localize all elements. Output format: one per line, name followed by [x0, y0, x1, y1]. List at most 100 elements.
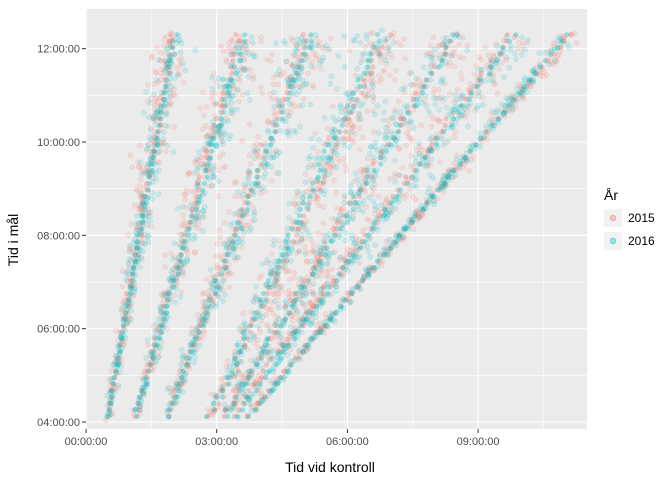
data-point	[381, 36, 388, 42]
data-point	[346, 258, 352, 264]
data-point	[271, 268, 277, 275]
data-point	[489, 122, 495, 128]
data-point	[296, 239, 303, 246]
data-point	[213, 290, 219, 297]
data-point	[139, 213, 146, 219]
data-point	[333, 164, 340, 171]
data-point	[125, 297, 132, 303]
data-point	[263, 148, 269, 154]
data-point	[257, 186, 264, 192]
data-point	[199, 291, 206, 297]
data-point	[255, 167, 261, 174]
data-point	[214, 282, 221, 289]
data-point	[240, 328, 247, 335]
data-point	[147, 95, 154, 102]
data-point	[276, 304, 282, 311]
data-point	[177, 49, 184, 56]
data-point	[125, 302, 132, 308]
data-point	[213, 100, 220, 107]
data-point	[255, 174, 261, 180]
data-point	[213, 116, 219, 122]
data-point	[211, 162, 218, 169]
data-point	[248, 309, 255, 315]
data-point	[270, 155, 276, 161]
data-point	[383, 57, 389, 64]
data-point	[107, 382, 114, 389]
data-point	[223, 405, 230, 412]
data-point	[177, 368, 183, 374]
data-point	[179, 355, 186, 361]
data-point	[265, 290, 271, 297]
data-point	[182, 191, 189, 198]
data-point	[345, 122, 351, 128]
data-point	[206, 142, 213, 148]
data-point	[157, 122, 163, 128]
data-point	[145, 187, 151, 193]
data-point	[216, 131, 223, 138]
data-point	[314, 193, 320, 199]
data-point	[257, 400, 263, 407]
data-point	[275, 265, 281, 271]
data-point	[134, 239, 140, 245]
data-point	[279, 341, 285, 347]
data-point	[227, 76, 234, 83]
data-point	[273, 318, 279, 324]
data-point	[250, 143, 257, 150]
data-point	[369, 81, 375, 87]
data-point	[108, 387, 114, 394]
data-point	[235, 98, 242, 105]
data-point	[161, 289, 168, 295]
data-point	[285, 336, 291, 342]
data-point	[371, 265, 377, 271]
data-point	[298, 57, 304, 64]
data-point	[292, 336, 298, 342]
data-point	[180, 245, 186, 251]
data-point	[288, 74, 295, 81]
data-point	[189, 206, 195, 212]
data-point	[308, 32, 314, 38]
data-point	[155, 191, 162, 197]
data-point	[282, 40, 289, 47]
data-point	[219, 387, 225, 394]
data-point	[296, 283, 303, 290]
data-point	[374, 46, 381, 52]
data-point	[106, 413, 112, 419]
data-point	[147, 127, 154, 133]
data-point	[125, 299, 132, 306]
data-point	[158, 57, 164, 64]
data-point	[293, 128, 299, 135]
data-point	[455, 109, 461, 115]
data-point	[140, 376, 147, 382]
data-point	[291, 201, 298, 208]
data-point	[516, 39, 522, 46]
data-point	[263, 305, 270, 311]
data-point	[196, 323, 202, 329]
data-point	[127, 281, 133, 288]
data-point	[171, 277, 177, 284]
data-point	[234, 219, 241, 225]
data-point	[360, 277, 366, 284]
data-point	[229, 77, 235, 83]
data-point	[249, 371, 255, 378]
data-point	[345, 135, 351, 142]
data-point	[299, 284, 305, 290]
data-point	[289, 303, 295, 309]
data-point	[404, 130, 410, 137]
data-point	[428, 61, 435, 68]
data-point	[127, 303, 133, 309]
data-point	[139, 194, 145, 201]
data-point	[183, 363, 190, 369]
data-point	[170, 37, 176, 43]
data-point	[213, 277, 219, 284]
data-point	[158, 77, 164, 83]
data-point	[117, 349, 123, 355]
data-point	[427, 50, 434, 56]
data-point	[220, 240, 227, 247]
data-point	[434, 116, 441, 123]
data-point	[173, 265, 179, 271]
data-point	[143, 147, 150, 153]
data-point	[385, 122, 392, 129]
data-point	[145, 81, 151, 88]
data-point	[239, 322, 245, 329]
data-point	[504, 103, 511, 109]
